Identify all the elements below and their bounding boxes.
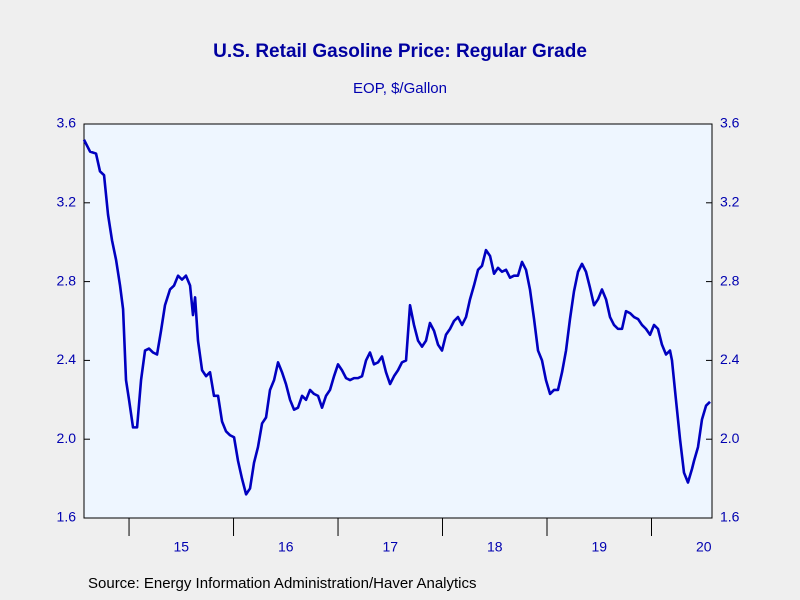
x-tick-label: 17 — [382, 539, 398, 555]
plot-area — [83, 123, 713, 519]
y-tick-label: 2.0 — [57, 430, 77, 446]
source-note: Source: Energy Information Administratio… — [88, 575, 477, 592]
y2-tick-label: 2.8 — [720, 272, 740, 288]
y2-tick-label: 3.2 — [720, 194, 740, 210]
chart-subtitle: EOP, $/Gallon — [353, 80, 447, 97]
y-tick-label: 1.6 — [57, 509, 77, 525]
y-tick-label: 3.6 — [57, 115, 77, 131]
y2-tick-label: 2.0 — [720, 430, 740, 446]
y-tick-label: 3.2 — [57, 194, 77, 210]
y2-tick-label: 3.6 — [720, 115, 740, 131]
y-tick-label: 2.8 — [57, 272, 77, 288]
y-tick-label: 2.4 — [57, 351, 77, 367]
y2-tick-label: 2.4 — [720, 351, 740, 367]
x-tick-label: 18 — [487, 539, 503, 555]
x-tick-label: 20 — [696, 539, 712, 555]
x-tick-label: 15 — [173, 539, 189, 555]
y2-tick-label: 1.6 — [720, 509, 740, 525]
x-tick-label: 19 — [591, 539, 607, 555]
chart-title: U.S. Retail Gasoline Price: Regular Grad… — [213, 41, 587, 62]
x-tick-label: 16 — [278, 539, 294, 555]
price-line — [82, 139, 711, 496]
